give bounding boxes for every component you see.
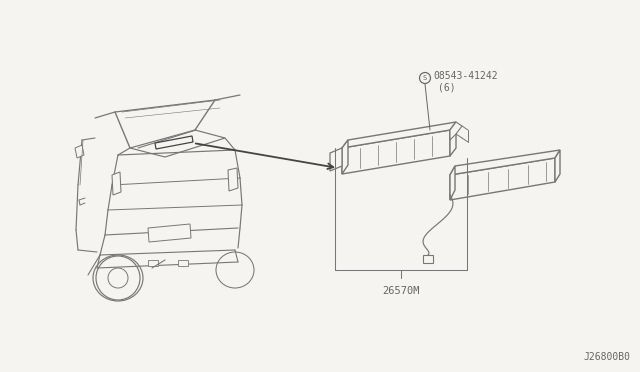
Text: 08543-41242: 08543-41242 bbox=[433, 71, 498, 81]
Polygon shape bbox=[342, 130, 450, 174]
Polygon shape bbox=[148, 260, 158, 266]
Polygon shape bbox=[342, 140, 348, 174]
Polygon shape bbox=[148, 224, 191, 242]
Polygon shape bbox=[450, 158, 555, 200]
Polygon shape bbox=[450, 122, 462, 140]
Text: J26800B0: J26800B0 bbox=[583, 352, 630, 362]
Polygon shape bbox=[342, 122, 456, 148]
Polygon shape bbox=[450, 150, 560, 175]
Polygon shape bbox=[228, 168, 238, 191]
Polygon shape bbox=[112, 172, 121, 195]
Polygon shape bbox=[178, 260, 188, 266]
Polygon shape bbox=[130, 130, 225, 157]
Polygon shape bbox=[450, 166, 455, 200]
Polygon shape bbox=[450, 122, 456, 156]
Polygon shape bbox=[555, 150, 560, 182]
Polygon shape bbox=[75, 145, 84, 158]
Text: S: S bbox=[423, 75, 427, 81]
Polygon shape bbox=[155, 136, 193, 149]
Text: 26570M: 26570M bbox=[382, 286, 420, 296]
Text: (6): (6) bbox=[438, 83, 456, 93]
Polygon shape bbox=[423, 255, 433, 263]
Polygon shape bbox=[330, 148, 342, 171]
